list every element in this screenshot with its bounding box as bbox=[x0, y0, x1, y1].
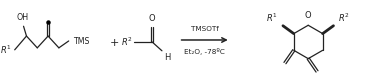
Text: OH: OH bbox=[16, 13, 29, 22]
Text: $R^1$: $R^1$ bbox=[0, 44, 12, 56]
Text: +: + bbox=[110, 38, 119, 48]
Text: $R^2$: $R^2$ bbox=[121, 36, 132, 48]
Text: O: O bbox=[305, 11, 311, 20]
Text: TMSOTf: TMSOTf bbox=[191, 26, 219, 32]
Text: O: O bbox=[149, 14, 156, 23]
Text: H: H bbox=[164, 53, 170, 62]
Text: Et₂O, -78ºC: Et₂O, -78ºC bbox=[184, 48, 225, 55]
Text: $R^2$: $R^2$ bbox=[338, 11, 350, 24]
Text: $R^1$: $R^1$ bbox=[266, 11, 278, 24]
Text: TMS: TMS bbox=[73, 37, 89, 46]
